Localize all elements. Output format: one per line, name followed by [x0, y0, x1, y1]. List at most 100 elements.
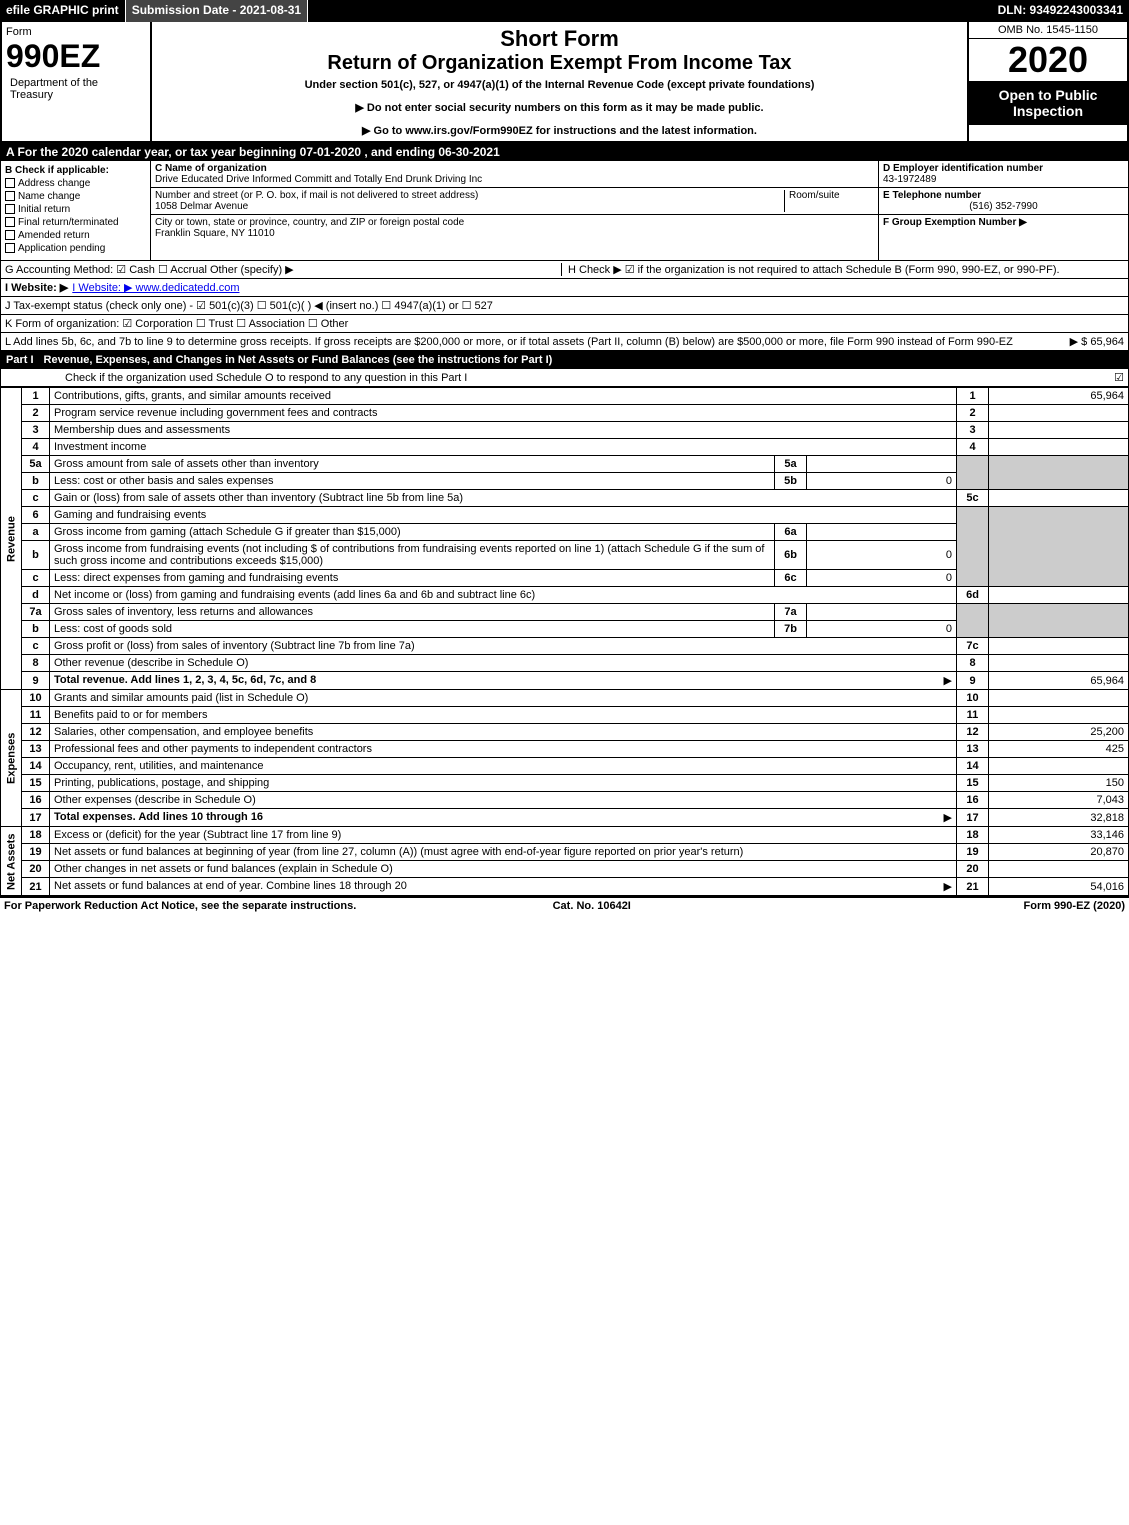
- l20-num: 20: [22, 861, 50, 878]
- room-label: Room/suite: [789, 190, 840, 201]
- l6a-mn: 6a: [775, 524, 807, 541]
- side-revenue: Revenue: [1, 388, 22, 690]
- l14-num: 14: [22, 758, 50, 775]
- side-expenses: Expenses: [1, 690, 22, 827]
- footer-left: For Paperwork Reduction Act Notice, see …: [4, 900, 356, 912]
- l5a-num: 5a: [22, 456, 50, 473]
- page-footer: For Paperwork Reduction Act Notice, see …: [0, 896, 1129, 914]
- l5c-ln: 5c: [957, 490, 989, 507]
- footer-cat: Cat. No. 10642I: [553, 900, 631, 912]
- efile-label[interactable]: efile GRAPHIC print: [0, 0, 126, 22]
- l5c-val: [989, 490, 1129, 507]
- l2-desc: Program service revenue including govern…: [54, 407, 377, 419]
- l18-num: 18: [22, 827, 50, 844]
- l6a-desc: Gross income from gaming (attach Schedul…: [54, 526, 401, 538]
- top-bar: efile GRAPHIC print Submission Date - 20…: [0, 0, 1129, 22]
- l10-num: 10: [22, 690, 50, 707]
- form-title: Return of Organization Exempt From Incom…: [156, 52, 963, 75]
- addr-change[interactable]: Address change: [5, 178, 146, 189]
- initial-return[interactable]: Initial return: [5, 204, 146, 215]
- l13-val: 425: [989, 741, 1129, 758]
- l1-desc: Contributions, gifts, grants, and simila…: [54, 390, 331, 402]
- entity-info: B Check if applicable: Address change Na…: [0, 161, 1129, 261]
- part1-header: Part I Revenue, Expenses, and Changes in…: [0, 351, 1129, 369]
- l9-ln: 9: [957, 672, 989, 690]
- city: Franklin Square, NY 11010: [155, 228, 275, 239]
- l8-ln: 8: [957, 655, 989, 672]
- final-return[interactable]: Final return/terminated: [5, 217, 146, 228]
- dln: DLN: 93492243003341: [992, 0, 1129, 22]
- l7a-mn: 7a: [775, 604, 807, 621]
- side-net-assets: Net Assets: [1, 827, 22, 896]
- arrow-icon: ▶: [944, 880, 952, 893]
- l13-num: 13: [22, 741, 50, 758]
- l14-val: [989, 758, 1129, 775]
- l9-val: 65,964: [989, 672, 1129, 690]
- amended-return[interactable]: Amended return: [5, 230, 146, 241]
- ein: 43-1972489: [883, 174, 936, 185]
- l6-num: 6: [22, 507, 50, 524]
- l2-num: 2: [22, 405, 50, 422]
- box-j: J Tax-exempt status (check only one) - ☑…: [0, 297, 1129, 315]
- l17-val: 32,818: [989, 809, 1129, 827]
- under-section: Under section 501(c), 527, or 4947(a)(1)…: [156, 79, 963, 91]
- box-k: K Form of organization: ☑ Corporation ☐ …: [0, 315, 1129, 333]
- l6-desc: Gaming and fundraising events: [54, 509, 206, 521]
- part1-title: Revenue, Expenses, and Changes in Net As…: [44, 354, 553, 366]
- form-label: Form: [6, 26, 146, 38]
- l6b-mv: 0: [807, 541, 957, 570]
- l4-val: [989, 439, 1129, 456]
- l11-num: 11: [22, 707, 50, 724]
- org-name-label: C Name of organization: [155, 163, 267, 174]
- open-to-public: Open to Public Inspection: [969, 81, 1127, 125]
- app-pending[interactable]: Application pending: [5, 243, 146, 254]
- l7c-val: [989, 638, 1129, 655]
- l5c-desc: Gain or (loss) from sale of assets other…: [54, 492, 463, 504]
- l4-num: 4: [22, 439, 50, 456]
- l12-num: 12: [22, 724, 50, 741]
- l20-val: [989, 861, 1129, 878]
- l7a-num: 7a: [22, 604, 50, 621]
- part1-check-row: Check if the organization used Schedule …: [0, 369, 1129, 387]
- l3-val: [989, 422, 1129, 439]
- l10-val: [989, 690, 1129, 707]
- header-left: Form 990EZ Department of the Treasury: [2, 22, 152, 141]
- name-change[interactable]: Name change: [5, 191, 146, 202]
- l20-ln: 20: [957, 861, 989, 878]
- l3-ln: 3: [957, 422, 989, 439]
- l16-val: 7,043: [989, 792, 1129, 809]
- l12-val: 25,200: [989, 724, 1129, 741]
- l21-val: 54,016: [989, 878, 1129, 896]
- goto-note: ▶ Go to www.irs.gov/Form990EZ for instru…: [156, 124, 963, 137]
- l6a-mv: [807, 524, 957, 541]
- l12-desc: Salaries, other compensation, and employ…: [54, 726, 313, 738]
- l6d-desc: Net income or (loss) from gaming and fun…: [54, 589, 535, 601]
- l1-num: 1: [22, 388, 50, 405]
- short-form-title: Short Form: [156, 26, 963, 52]
- l5b-num: b: [22, 473, 50, 490]
- l7b-mv: 0: [807, 621, 957, 638]
- org-name: Drive Educated Drive Informed Committ an…: [155, 174, 482, 185]
- l1-val: 65,964: [989, 388, 1129, 405]
- l6c-mv: 0: [807, 570, 957, 587]
- box-def: D Employer identification number 43-1972…: [878, 161, 1128, 260]
- city-label: City or town, state or province, country…: [155, 217, 464, 228]
- l7b-num: b: [22, 621, 50, 638]
- l7c-desc: Gross profit or (loss) from sales of inv…: [54, 640, 415, 652]
- ssn-note: ▶ Do not enter social security numbers o…: [156, 101, 963, 114]
- l9-num: 9: [22, 672, 50, 690]
- l19-desc: Net assets or fund balances at beginning…: [54, 846, 743, 858]
- l17-desc: Total expenses. Add lines 10 through 16: [54, 811, 263, 823]
- omb-number: OMB No. 1545-1150: [969, 22, 1127, 39]
- box-l-val: ▶ $ 65,964: [1070, 335, 1124, 348]
- group-exempt-label: F Group Exemption Number ▶: [883, 217, 1027, 228]
- l6a-num: a: [22, 524, 50, 541]
- l9-desc: Total revenue. Add lines 1, 2, 3, 4, 5c,…: [54, 674, 316, 686]
- phone-label: E Telephone number: [883, 190, 981, 201]
- l6c-num: c: [22, 570, 50, 587]
- dept-label: Department of the Treasury: [6, 75, 146, 103]
- l6d-val: [989, 587, 1129, 604]
- l21-num: 21: [22, 878, 50, 896]
- l15-ln: 15: [957, 775, 989, 792]
- website-link[interactable]: I Website: ▶ www.dedicatedd.com: [72, 281, 239, 294]
